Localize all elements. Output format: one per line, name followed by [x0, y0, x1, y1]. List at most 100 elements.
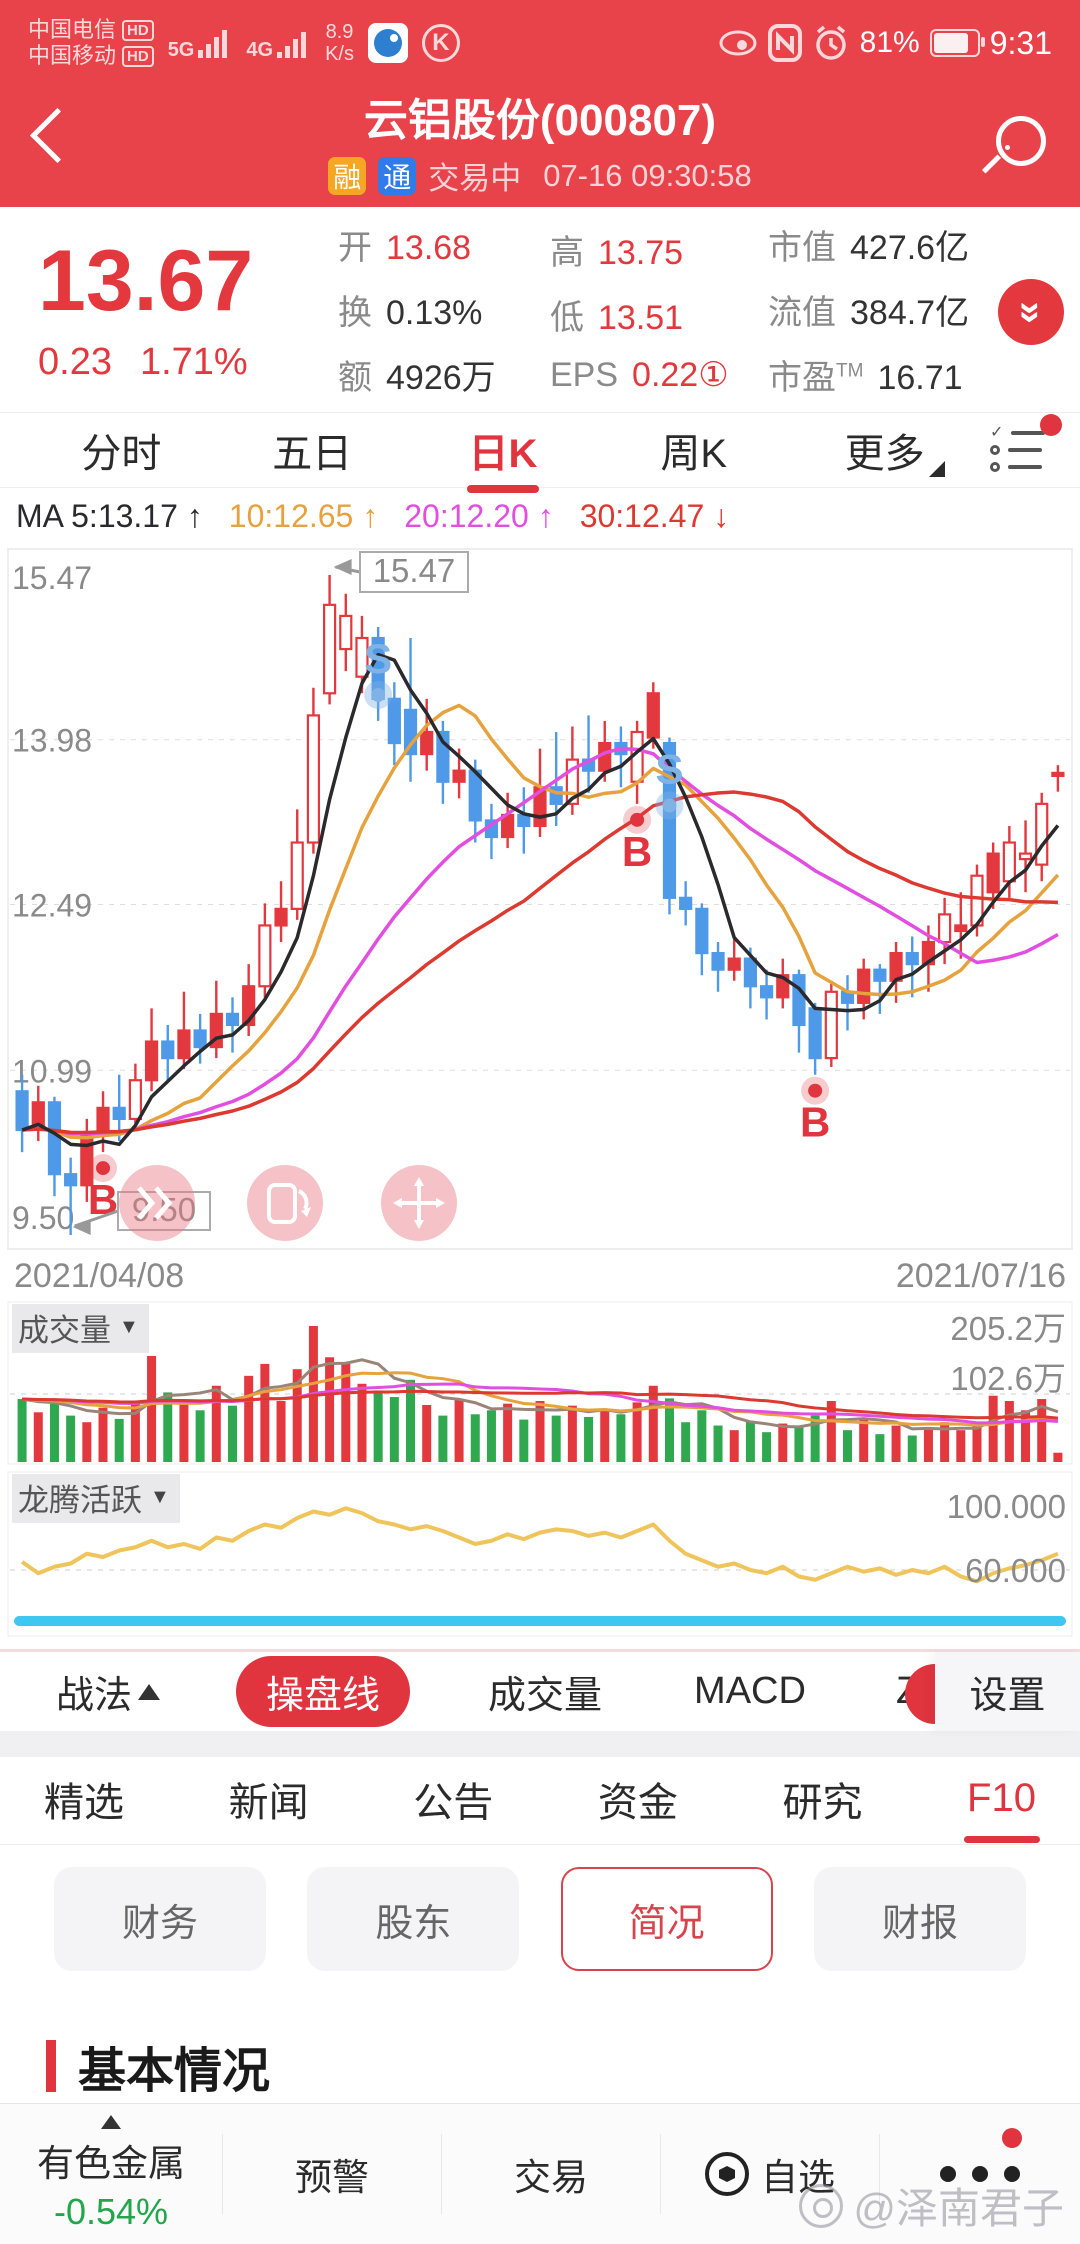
settings-button[interactable]: 设置: [935, 1652, 1080, 1731]
triangle-up-icon: [138, 1683, 161, 1700]
date-end: 2021/07/16: [895, 1256, 1066, 1295]
battery-icon: [929, 29, 985, 57]
divider: [222, 2134, 223, 2214]
alarm-icon: [815, 25, 846, 60]
subtab-profile[interactable]: 简况: [560, 1867, 773, 1971]
nfc-icon: [767, 24, 802, 62]
expand-quote-button[interactable]: »: [998, 279, 1064, 345]
period-tab-bar: 分时 五日 日K 周K 更多 ✓: [0, 413, 1080, 488]
rotate-screen-button[interactable]: [247, 1165, 323, 1241]
hd-badge: HD: [122, 45, 154, 67]
dragon-svg: 100.000 60.000: [7, 1471, 1073, 1637]
date-axis: 2021/04/08 2021/07/16: [0, 1252, 1080, 1300]
alert-button[interactable]: 预警: [295, 2157, 369, 2198]
signal-4g: 4G: [246, 26, 311, 60]
signal-5g: 5G: [168, 26, 233, 60]
ma10-value: 10:12.65 ↑: [228, 498, 379, 534]
dropdown-arrow-icon: ▼: [119, 1316, 139, 1338]
notification-dot: [1002, 2128, 1022, 2148]
network-speed: 8.9 K/s: [325, 21, 354, 65]
nav-featured[interactable]: 精选: [44, 1780, 124, 1825]
date-start: 2021/04/08: [14, 1256, 185, 1295]
tab-daily-k[interactable]: 日K: [408, 421, 599, 479]
fast-forward-button[interactable]: [119, 1165, 195, 1241]
hd-badge: HD: [122, 19, 154, 41]
candlestick-series: [15, 575, 1065, 1235]
svg-text:B: B: [622, 828, 652, 875]
ma-lines: [21, 652, 1060, 1148]
svg-text:9.50: 9.50: [12, 1200, 74, 1236]
signal-bars-icon: [277, 32, 307, 58]
stat-eps: EPS 0.22①: [550, 355, 729, 394]
eye-icon: [719, 30, 757, 56]
industry-quote-button[interactable]: 有色金属 -0.54%: [0, 2104, 222, 2244]
indicator-macd[interactable]: MACD: [694, 1670, 806, 1712]
stock-title: 云铝股份(000807): [363, 96, 717, 145]
stat-open: 开 13.68: [338, 229, 472, 267]
svg-text:S: S: [364, 635, 392, 682]
tab-5day[interactable]: 五日: [272, 432, 353, 476]
pan-button[interactable]: [381, 1165, 457, 1241]
watchlist-icon: [705, 2152, 749, 2196]
scrollbar[interactable]: [14, 1616, 1066, 1626]
strategy-group-button[interactable]: 战法: [56, 1664, 161, 1719]
volume-chart[interactable]: 成交量 ▼ 205.2万 102.6万: [0, 1300, 1080, 1466]
indicator-caopanxian[interactable]: 操盘线: [236, 1656, 411, 1727]
carrier-2: 中国移动: [28, 43, 117, 68]
ma30-value: 30:12.47 ↓: [579, 498, 730, 534]
volume-label[interactable]: 成交量 ▼: [12, 1304, 149, 1353]
svg-text:205.2万: 205.2万: [950, 1310, 1066, 1347]
connect-badge: 通: [378, 156, 417, 195]
quote-datetime: 07-16 09:30:58: [543, 157, 752, 193]
clock-time: 9:31: [989, 24, 1052, 61]
nav-funds[interactable]: 资金: [597, 1780, 678, 1825]
volume-bars: [17, 1326, 1063, 1462]
dragon-activity-chart[interactable]: 龙腾活跃 ▼ 100.000 60.000: [0, 1470, 1080, 1638]
tab-more[interactable]: 更多: [789, 421, 980, 479]
nav-f10[interactable]: F10: [967, 1776, 1036, 1825]
nav-news[interactable]: 新闻: [228, 1780, 309, 1825]
section-header: 基本情况: [0, 2028, 1080, 2103]
price-change-pct: 1.71%: [139, 341, 248, 383]
nav-research[interactable]: 研究: [782, 1780, 863, 1825]
price-change: 0.23: [38, 341, 112, 383]
app-notification-icon: [367, 23, 408, 63]
tab-minute[interactable]: 分时: [81, 432, 162, 476]
subtab-shareholders[interactable]: 股东: [307, 1867, 520, 1971]
margin-badge: 融: [328, 156, 367, 195]
ma-indicator-row: MA 5:13.17 ↑ 10:12.65 ↑ 20:12.20 ↑ 30:12…: [0, 488, 1080, 545]
subtab-finance[interactable]: 财务: [54, 1867, 266, 1971]
stat-pe-ratio: 市盈TM 16.71: [768, 359, 963, 397]
weibo-icon: [799, 2183, 844, 2228]
stat-low: 低 13.51: [550, 298, 684, 337]
f10-subtabs-area: 财务 股东 简况 财报: [0, 1845, 1080, 2028]
indicator-list-icon[interactable]: ✓: [989, 414, 1062, 476]
svg-text:102.6万: 102.6万: [950, 1360, 1066, 1397]
nav-announcements[interactable]: 公告: [413, 1780, 494, 1825]
bottom-action-bar: 有色金属 -0.54% 预警 交易 自选 @泽南君子: [0, 2103, 1080, 2244]
svg-text:100.000: 100.000: [947, 1488, 1066, 1525]
volume-svg: 205.2万 102.6万: [7, 1301, 1073, 1465]
back-button[interactable]: [30, 110, 60, 164]
divider: [879, 2134, 880, 2214]
divider: [0, 1731, 1080, 1757]
industry-change: -0.54%: [53, 2191, 169, 2232]
battery-percent: 81%: [859, 26, 920, 59]
triangle-up-icon: [101, 2115, 121, 2129]
subtab-reports[interactable]: 财报: [813, 1867, 1026, 1971]
tab-weekly-k[interactable]: 周K: [660, 432, 728, 476]
title-bar: 云铝股份(000807) 融 通 交易中 07-16 09:30:58: [0, 86, 1080, 207]
grid-lines: 15.47 13.98 12.49 10.99 9.50: [10, 560, 1070, 1236]
more-button[interactable]: [880, 2104, 1080, 2244]
trade-button[interactable]: 交易: [514, 2157, 588, 2198]
ma5-value: MA 5:13.17 ↑: [16, 498, 203, 534]
status-bar: 中国电信 HD 中国移动 HD 5G 4G 8.9 K/s K 81% 9:31: [0, 0, 1080, 86]
dragon-label[interactable]: 龙腾活跃 ▼: [12, 1474, 180, 1523]
trading-status: 交易中: [428, 161, 522, 196]
indicator-volume[interactable]: 成交量: [488, 1675, 603, 1717]
search-icon[interactable]: [996, 116, 1046, 166]
svg-text:15.47: 15.47: [373, 552, 456, 589]
